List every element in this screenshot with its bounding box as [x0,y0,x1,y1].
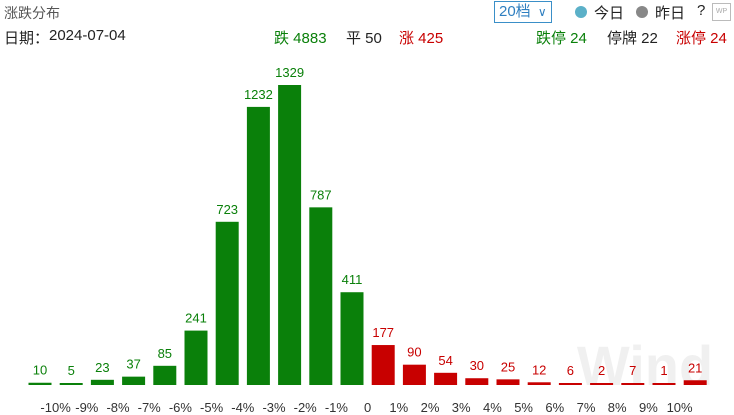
date: 2024-07-04 [49,27,126,44]
bar-value-label: 1232 [244,87,273,102]
x-tick-label: 6% [545,400,564,415]
bar-value-label: 12 [532,362,546,377]
bar [465,378,489,385]
x-tick-label: 10% [667,400,693,415]
radio-today[interactable] [575,6,587,18]
bar [340,292,364,385]
x-tick-label: 0 [364,400,371,415]
bar-value-label: 21 [688,360,702,375]
bar-value-label: 5 [68,363,75,378]
x-tick-label: -1% [325,400,349,415]
bar [59,383,83,385]
badge[interactable]: WP [712,3,731,21]
help[interactable]: ? [697,2,706,19]
limit-up: 涨停 24 [676,30,727,47]
bar-value-label: 23 [95,360,109,375]
bar [309,207,333,385]
range-select-text: 20档 [499,3,531,20]
radio-yesterday[interactable] [636,6,648,18]
bar [496,379,520,385]
bar [28,382,52,385]
date-label: 日期： [4,30,50,47]
bar-value-label: 241 [185,311,207,326]
down-count: 跌 4883 [274,30,327,47]
bar-value-label: 787 [310,187,332,202]
x-tick-label: 5% [514,400,533,415]
up-count: 涨 425 [399,30,444,47]
radio-yesterday-label: 昨日 [655,5,686,22]
panel-title: 涨跌分布 [4,5,60,21]
watermark: Wind [577,334,713,397]
x-tick-label: -2% [294,400,318,415]
bar-value-label: 177 [372,325,394,340]
bar-value-label: 411 [342,272,363,287]
bar [122,376,146,385]
bar-value-label: 1 [660,363,667,378]
bar-value-label: 90 [407,345,421,360]
bar-value-label: 7 [629,363,636,378]
bar [153,365,177,385]
bar [558,383,582,385]
bar [246,106,270,385]
bar [683,380,707,385]
x-tick-label: 9% [639,400,658,415]
range-select[interactable]: 20档 ∨ [494,1,552,23]
x-tick-label: -6% [169,400,193,415]
x-tick-label: 8% [608,400,627,415]
bar-value-label: 25 [501,359,515,374]
bar [621,383,645,385]
bar-value-label: 85 [158,346,172,361]
bar-value-label: 723 [216,202,238,217]
bar-value-label: 54 [438,353,452,368]
x-tick-label: 7% [577,400,596,415]
suspended: 停牌 22 [607,30,658,47]
x-tick-label: -7% [138,400,162,415]
bar [184,330,208,385]
bar-value-label: 37 [126,357,140,372]
x-tick-label: -3% [262,400,286,415]
radio-today-label: 今日 [594,5,625,22]
bar-value-label: 2 [598,363,605,378]
x-tick-label: 3% [452,400,471,415]
x-tick-label: 1% [389,400,408,415]
x-tick-label: -5% [200,400,224,415]
x-tick-label: -10% [40,400,71,415]
bar-value-label: 10 [33,363,47,378]
x-tick-label: -9% [75,400,99,415]
bar [278,85,302,385]
flat-count: 平 50 [346,30,382,47]
bar [215,221,239,385]
bar-value-label: 1329 [275,65,304,80]
bar [371,345,395,385]
bar [652,383,676,385]
x-tick-label: -4% [231,400,255,415]
bar [590,383,614,385]
bar-value-label: 30 [470,358,484,373]
bar [434,372,458,385]
x-tick-label: 2% [421,400,440,415]
bar-value-label: 6 [567,363,574,378]
bar [527,382,551,385]
x-tick-label: 4% [483,400,502,415]
bar [402,364,426,385]
limit-down: 跌停 24 [536,30,587,47]
x-tick-label: -8% [106,400,130,415]
bar [90,379,114,385]
